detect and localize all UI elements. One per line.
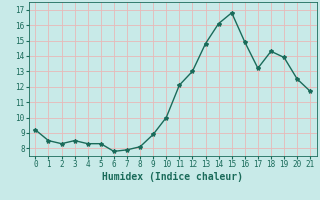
- X-axis label: Humidex (Indice chaleur): Humidex (Indice chaleur): [102, 172, 243, 182]
